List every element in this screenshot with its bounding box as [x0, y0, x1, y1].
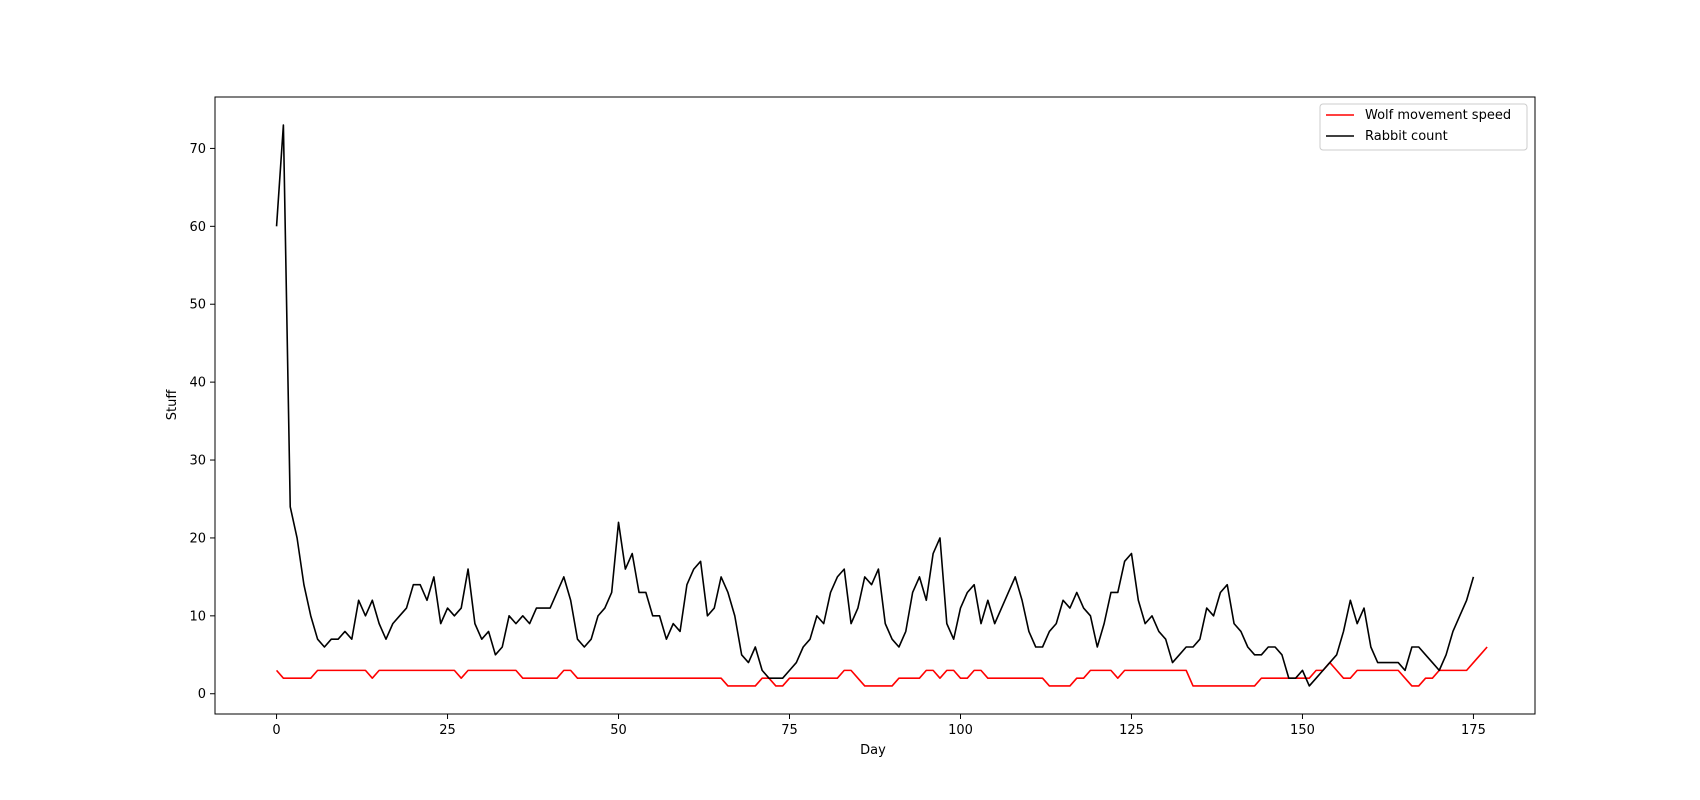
x-tick-label: 125 — [1119, 723, 1144, 738]
legend-box — [1319, 103, 1528, 151]
x-tick-label: 100 — [948, 723, 973, 738]
x-tick-label: 25 — [439, 723, 456, 738]
y-tick-label: 30 — [189, 454, 206, 469]
legend-label-rabbit-count: Rabbit count — [1365, 129, 1448, 144]
y-tick-label: 0 — [198, 687, 206, 702]
y-tick-label: 10 — [189, 609, 206, 624]
series-line-wolf-speed — [275, 646, 1488, 687]
y-tick-label: 20 — [189, 531, 206, 546]
x-tick-label: 175 — [1461, 723, 1486, 738]
series-layer — [275, 124, 1488, 687]
x-axis: 0 25 50 75 100 125 150 175 — [272, 714, 1486, 738]
x-tick-label: 75 — [781, 723, 798, 738]
plot-frame — [214, 96, 1536, 715]
legend: Wolf movement speed Rabbit count — [1319, 103, 1528, 151]
y-tick-label: 40 — [189, 376, 206, 391]
x-tick-label: 150 — [1290, 723, 1315, 738]
legend-label-wolf-speed: Wolf movement speed — [1365, 108, 1511, 123]
y-tick-label: 60 — [189, 220, 206, 235]
x-tick-label: 0 — [272, 723, 280, 738]
y-tick-label: 50 — [189, 298, 206, 313]
y-tick-label: 70 — [189, 142, 206, 157]
y-axis-label: Stuff — [165, 389, 180, 421]
series-line-rabbit-count — [275, 124, 1475, 687]
x-tick-label: 50 — [610, 723, 627, 738]
y-axis: 0 10 20 30 40 50 60 70 — [189, 142, 215, 702]
x-axis-label: Day — [860, 743, 886, 758]
